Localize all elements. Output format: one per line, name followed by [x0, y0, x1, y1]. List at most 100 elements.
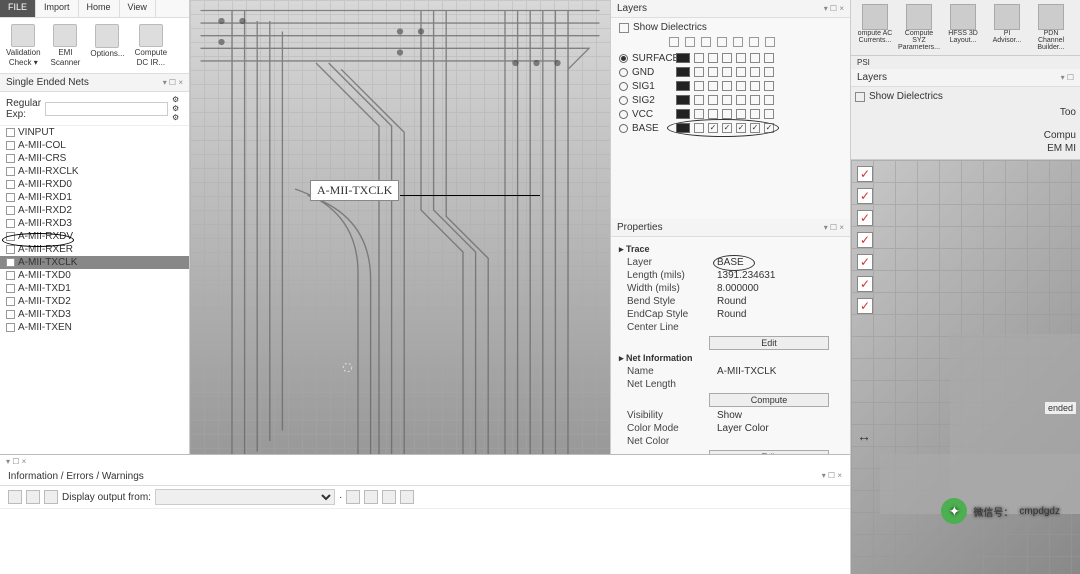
net-list-item[interactable]: A-MII-RXD0 [0, 178, 189, 191]
layer-row[interactable]: SIG1 [619, 79, 842, 93]
net-list-item[interactable]: A-MII-RXD2 [0, 204, 189, 217]
layer-vis-checkbox[interactable] [736, 81, 746, 91]
net-checkbox[interactable] [6, 219, 15, 228]
layer-vis-checkbox[interactable] [708, 95, 718, 105]
net-list-item[interactable]: A-MII-RXD1 [0, 191, 189, 204]
analysis-button[interactable]: Compute SYZParameters... [899, 4, 939, 51]
analysis-button[interactable]: HFSS 3DLayout... [943, 4, 983, 51]
output-tool-icon[interactable] [8, 490, 22, 504]
net-checkbox[interactable] [6, 284, 15, 293]
net-checkbox[interactable] [6, 310, 15, 319]
layer-vis-checkbox[interactable] [708, 53, 718, 63]
layer-color-swatch[interactable] [676, 81, 690, 91]
show-dielectrics-checkbox[interactable]: Show Dielectrics [619, 22, 842, 33]
net-checkbox[interactable] [6, 167, 15, 176]
layer-color-swatch[interactable] [676, 53, 690, 63]
ribbon-tab[interactable]: FILE [0, 0, 36, 17]
output-tool-icon[interactable] [364, 490, 378, 504]
layer-vis-checkbox[interactable] [722, 95, 732, 105]
layer-vis-checkbox[interactable] [750, 67, 760, 77]
layer-vis-checkbox[interactable] [708, 67, 718, 77]
ribbon-tab[interactable]: View [120, 0, 156, 17]
layer-vis-checkbox[interactable] [736, 67, 746, 77]
analysis-button[interactable]: PIAdvisor... [987, 4, 1027, 51]
layer-vis-checkbox[interactable] [750, 81, 760, 91]
props-pin-icon[interactable]: ▾ ☐ × [824, 223, 844, 232]
ribbon-button[interactable]: Options... [88, 22, 126, 69]
layer-vis-checkbox[interactable] [764, 53, 774, 63]
layer-radio[interactable] [619, 124, 628, 133]
layer-color-swatch[interactable] [676, 109, 690, 119]
layer-vis-checkbox[interactable] [736, 53, 746, 63]
output-tool-icon[interactable] [44, 490, 58, 504]
net-list-item[interactable]: A-MII-TXCLK [0, 256, 189, 269]
layer-vis-checkbox[interactable] [722, 109, 732, 119]
layer-vis-checkbox[interactable] [736, 95, 746, 105]
net-checkbox[interactable] [6, 154, 15, 163]
ribbon-button[interactable]: ValidationCheck ▾ [4, 22, 43, 69]
ribbon-button[interactable]: ComputeDC IR... [133, 22, 169, 69]
layer-vis-checkbox[interactable] [764, 81, 774, 91]
layer-color-swatch[interactable] [676, 67, 690, 77]
net-checkbox[interactable] [6, 141, 15, 150]
output-tool-icon[interactable] [346, 490, 360, 504]
output-tool-icon[interactable] [382, 490, 396, 504]
layer-vis-checkbox[interactable] [708, 109, 718, 119]
ribbon-tab[interactable]: Home [79, 0, 120, 17]
net-checkbox[interactable] [6, 323, 15, 332]
layer-vis-checkbox[interactable] [694, 53, 704, 63]
net-list-item[interactable]: A-MII-TXD3 [0, 308, 189, 321]
layer-vis-checkbox[interactable] [694, 95, 704, 105]
net-checkbox[interactable] [6, 128, 15, 137]
net-checkbox[interactable] [6, 258, 15, 267]
analysis-button[interactable]: ompute ACCurrents... [855, 4, 895, 51]
prop-group-header[interactable]: ▸ Trace [619, 244, 842, 255]
net-checkbox[interactable] [6, 180, 15, 189]
output-pin[interactable]: ▾ ☐ × [0, 455, 850, 468]
layer-vis-checkbox[interactable] [764, 67, 774, 77]
ribbon-button[interactable]: EMIScanner [49, 22, 83, 69]
fr-show-dielectrics[interactable]: Show Dielectrics [855, 91, 1076, 102]
net-list-item[interactable]: A-MII-RXCLK [0, 165, 189, 178]
layer-color-swatch[interactable] [676, 123, 690, 133]
prop-group-header[interactable]: ▸ Net Information [619, 353, 842, 364]
layer-radio[interactable] [619, 68, 628, 77]
layer-vis-checkbox[interactable] [750, 109, 760, 119]
panel-pin-icon[interactable]: ▾ ☐ × [163, 78, 183, 87]
layers-pin-icon[interactable]: ▾ ☐ × [824, 4, 844, 13]
net-list-item[interactable]: A-MII-CRS [0, 152, 189, 165]
net-list-item[interactable]: VINPUT [0, 126, 189, 139]
net-checkbox[interactable] [6, 193, 15, 202]
layer-vis-checkbox[interactable]: ✓ [722, 123, 732, 133]
net-list-item[interactable]: A-MII-RXER [0, 243, 189, 256]
layer-row[interactable]: BASE✓✓✓✓✓ [619, 121, 842, 135]
layer-radio[interactable] [619, 54, 628, 63]
layer-vis-checkbox[interactable] [736, 109, 746, 119]
compute-button[interactable]: Compute [709, 393, 829, 407]
output-tool-icon[interactable] [400, 490, 414, 504]
layer-vis-checkbox[interactable]: ✓ [764, 123, 774, 133]
display-from-select[interactable] [155, 489, 335, 505]
layer-vis-checkbox[interactable] [722, 67, 732, 77]
layer-radio[interactable] [619, 110, 628, 119]
output-tool-icon[interactable] [26, 490, 40, 504]
layer-vis-checkbox[interactable] [694, 109, 704, 119]
layer-vis-checkbox[interactable]: ✓ [736, 123, 746, 133]
layer-vis-checkbox[interactable] [764, 109, 774, 119]
net-checkbox[interactable] [6, 271, 15, 280]
regex-input[interactable] [45, 102, 168, 116]
layer-vis-checkbox[interactable] [694, 81, 704, 91]
layer-vis-checkbox[interactable]: ✓ [708, 123, 718, 133]
net-list-item[interactable]: A-MII-RXDV [0, 230, 189, 243]
layer-color-swatch[interactable] [676, 95, 690, 105]
layer-radio[interactable] [619, 96, 628, 105]
edit-button[interactable]: Edit [709, 336, 829, 350]
layer-vis-checkbox[interactable] [750, 95, 760, 105]
layer-row[interactable]: SURFACE [619, 51, 842, 65]
net-list-item[interactable]: A-MII-TXD1 [0, 282, 189, 295]
layer-vis-checkbox[interactable] [764, 95, 774, 105]
layer-vis-checkbox[interactable]: ✓ [750, 123, 760, 133]
net-checkbox[interactable] [6, 206, 15, 215]
net-list-item[interactable]: A-MII-TXD2 [0, 295, 189, 308]
analysis-button[interactable]: PDN ChannelBuilder... [1031, 4, 1071, 51]
